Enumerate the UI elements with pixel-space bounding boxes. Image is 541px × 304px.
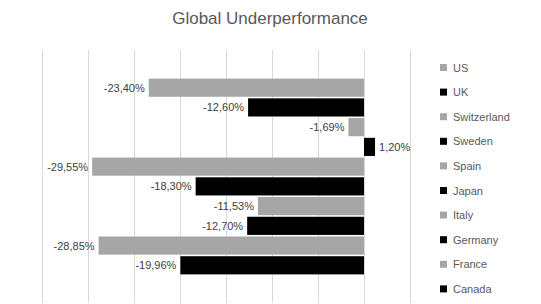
legend-marker	[440, 285, 447, 292]
bar	[258, 197, 364, 215]
data-label: -12,60%	[203, 101, 244, 113]
legend-label: Canada	[453, 283, 492, 295]
legend-label: Italy	[453, 209, 474, 221]
data-label: -18,30%	[151, 180, 192, 192]
legend: US UK Switzerland Sweden Spain Japan Italy Germ…	[440, 62, 510, 295]
data-label: -28,85%	[54, 240, 95, 252]
legend-label: Germany	[453, 234, 499, 246]
grid-line	[88, 50, 89, 303]
grid-line	[410, 50, 411, 303]
legend-label: Japan	[453, 185, 483, 197]
data-label: -11,53%	[214, 200, 254, 212]
bar	[92, 158, 364, 176]
legend-label: UK	[453, 86, 469, 98]
legend-label: Switzerland	[453, 111, 510, 123]
bar	[364, 138, 375, 156]
bars	[92, 79, 375, 275]
legend-label: France	[453, 258, 487, 270]
chart: Global Underperformance -23,40% -12,60% -1,…	[0, 0, 541, 304]
legend-marker	[440, 89, 447, 96]
data-label: -23,40%	[104, 82, 145, 94]
bar	[196, 177, 364, 195]
legend-marker	[440, 138, 447, 145]
grid-line	[364, 50, 365, 303]
legend-marker	[440, 113, 447, 120]
data-label: 1,20%	[379, 141, 410, 153]
bar	[180, 256, 364, 274]
legend-label: Spain	[453, 160, 481, 172]
data-label: -12,70%	[202, 220, 243, 232]
legend-marker	[440, 162, 447, 169]
data-label: -19,96%	[135, 259, 176, 271]
data-label: -29,55%	[47, 161, 88, 173]
bar	[149, 79, 364, 97]
grid	[43, 50, 411, 303]
legend-marker	[440, 187, 447, 194]
legend-label: Sweden	[453, 135, 493, 147]
grid-line	[42, 50, 43, 303]
title: Global Underperformance	[172, 9, 368, 28]
legend-marker	[440, 236, 447, 243]
bar	[247, 217, 364, 235]
bar	[348, 118, 364, 136]
legend-marker	[440, 261, 447, 268]
data-label: -1,69%	[310, 121, 345, 133]
legend-label: US	[453, 62, 468, 74]
legend-marker	[440, 212, 447, 219]
bar	[99, 236, 364, 254]
legend-marker	[440, 64, 447, 71]
data-labels: -23,40% -12,60% -1,69% 1,20% -29,55% -18,30% -…	[47, 82, 410, 272]
bar	[248, 98, 364, 116]
